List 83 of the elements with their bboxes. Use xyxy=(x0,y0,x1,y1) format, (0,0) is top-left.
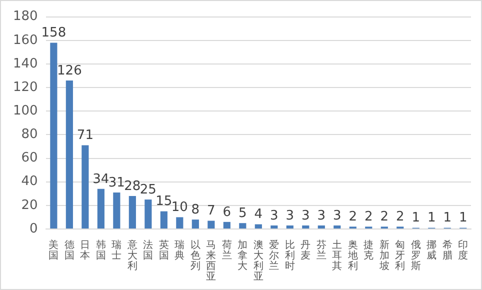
x-tick-label: 法国 xyxy=(143,238,154,262)
bar xyxy=(318,225,325,228)
bar xyxy=(334,225,341,228)
x-tick-label: 挪威 xyxy=(426,238,437,262)
data-label: 2 xyxy=(364,210,373,225)
data-label: 1 xyxy=(412,210,420,226)
data-label: 15 xyxy=(156,194,172,210)
x-tick-label: 希腊 xyxy=(442,238,452,262)
bar xyxy=(128,196,136,228)
bar xyxy=(144,200,152,228)
x-tick-label: 以色列 xyxy=(190,238,200,272)
data-label: 2 xyxy=(396,210,404,225)
x-tick-label: 芬兰 xyxy=(316,238,326,262)
bar xyxy=(286,225,294,228)
y-tick-label: 40 xyxy=(21,174,38,190)
x-tick-label: 韩国 xyxy=(96,238,106,262)
bar xyxy=(208,220,215,228)
data-label: 126 xyxy=(57,63,82,78)
bar xyxy=(50,42,58,228)
x-tick-label: 土耳其 xyxy=(332,238,342,272)
bar xyxy=(223,222,230,228)
x-tick-label: 瑞典 xyxy=(174,238,185,262)
bar xyxy=(270,225,278,228)
x-tick-label: 俄罗斯 xyxy=(410,238,421,272)
x-tick-label: 加拿大 xyxy=(238,238,248,272)
x-tick-label: 德国 xyxy=(64,240,74,262)
x-tick-label: 捷克 xyxy=(364,238,374,262)
bar xyxy=(176,217,184,228)
x-tick-label: 比利时 xyxy=(284,238,295,272)
y-tick-label: 100 xyxy=(12,103,38,118)
data-label: 1 xyxy=(443,210,452,226)
data-label: 3 xyxy=(270,208,278,224)
y-tick-label: 0 xyxy=(30,221,38,236)
bar xyxy=(302,225,310,228)
data-label: 6 xyxy=(222,204,232,220)
data-label: 7 xyxy=(207,204,216,219)
bar xyxy=(192,220,199,228)
data-label: 2 xyxy=(348,210,358,225)
y-tick-label: 180 xyxy=(12,9,38,24)
y-tick-label: 160 xyxy=(12,32,38,48)
data-label: 8 xyxy=(191,202,200,218)
data-label: 4 xyxy=(254,207,263,222)
x-tick-label: 新加坡 xyxy=(378,238,390,272)
x-tick-label: 澳大利亚 xyxy=(253,238,264,282)
data-label: 3 xyxy=(302,208,310,224)
x-tick-label: 印度 xyxy=(458,238,468,262)
bar xyxy=(82,145,89,228)
y-tick-label: 60 xyxy=(21,150,38,166)
bar xyxy=(254,224,262,228)
data-label: 10 xyxy=(171,200,188,216)
x-tick-label: 丹麦 xyxy=(300,240,311,262)
data-label: 1 xyxy=(427,210,436,226)
data-label: 1 xyxy=(458,210,468,226)
y-tick-label: 140 xyxy=(12,56,38,72)
bar xyxy=(66,80,73,228)
data-label: 158 xyxy=(41,26,66,41)
x-tick-label: 瑞士 xyxy=(112,238,122,262)
x-tick-label: 美国 xyxy=(48,238,59,262)
x-tick-label: 爱尔兰 xyxy=(269,238,280,272)
data-label: 3 xyxy=(286,208,294,224)
bar xyxy=(239,223,246,228)
data-label: 2 xyxy=(380,210,389,225)
data-label: 28 xyxy=(124,178,141,194)
bar xyxy=(160,211,168,228)
x-tick-label: 匈牙利 xyxy=(395,238,406,272)
data-label: 25 xyxy=(140,182,156,198)
x-tick-label: 英国 xyxy=(158,238,169,262)
y-tick-label: 80 xyxy=(21,127,38,142)
data-label: 71 xyxy=(76,128,94,144)
bar xyxy=(113,192,120,228)
x-tick-label: 日本 xyxy=(80,240,90,262)
data-label: 31 xyxy=(108,175,125,190)
bar xyxy=(97,188,104,228)
data-label: 34 xyxy=(92,172,110,187)
x-tick-label: 荷兰 xyxy=(222,238,232,262)
data-label: 3 xyxy=(317,208,326,224)
data-label: 3 xyxy=(333,208,342,224)
x-tick-label: 意大利 xyxy=(126,238,138,272)
x-tick-label: 马来西亚 xyxy=(206,240,216,282)
data-label: 5 xyxy=(238,206,247,221)
x-tick-label: 奥地利 xyxy=(346,238,358,272)
y-tick-label: 20 xyxy=(21,198,38,213)
y-tick-label: 120 xyxy=(12,80,38,95)
